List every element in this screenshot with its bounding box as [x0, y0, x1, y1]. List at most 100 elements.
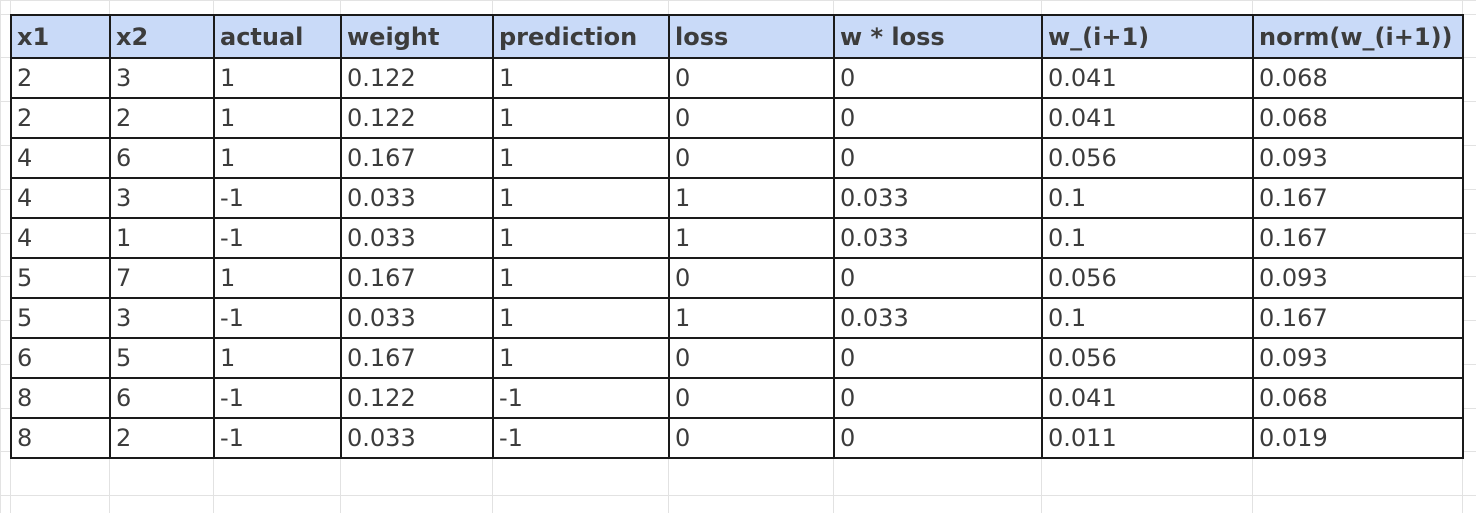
table-cell[interactable]: 0.1 — [1041, 177, 1254, 219]
table-cell[interactable]: 4 — [10, 137, 111, 179]
table-cell[interactable]: 0.033 — [340, 217, 494, 259]
table-cell[interactable]: 0.033 — [833, 177, 1043, 219]
table-cell[interactable]: 0.093 — [1252, 137, 1464, 179]
table-cell[interactable]: 0.033 — [340, 177, 494, 219]
header-cell-x1[interactable]: x1 — [10, 14, 111, 59]
table-cell[interactable]: 1 — [213, 337, 342, 379]
table-cell[interactable]: 2 — [109, 97, 215, 139]
table-cell[interactable]: 1 — [213, 257, 342, 299]
table-cell[interactable]: 0.167 — [340, 337, 494, 379]
table-cell[interactable]: 0.167 — [340, 257, 494, 299]
table-cell[interactable]: 0 — [833, 257, 1043, 299]
table-cell[interactable]: 0 — [668, 257, 835, 299]
table-cell[interactable]: 5 — [10, 257, 111, 299]
table-cell[interactable]: 1 — [668, 217, 835, 259]
table-cell[interactable]: 0.093 — [1252, 337, 1464, 379]
table-cell[interactable]: 3 — [109, 57, 215, 99]
table-cell[interactable]: 0 — [833, 137, 1043, 179]
table-cell[interactable]: 0.122 — [340, 97, 494, 139]
table-cell[interactable]: -1 — [492, 417, 670, 459]
header-cell-loss[interactable]: loss — [668, 14, 835, 59]
table-cell[interactable]: 0.056 — [1041, 257, 1254, 299]
table-cell[interactable]: 0.068 — [1252, 377, 1464, 419]
table-cell[interactable]: 4 — [10, 217, 111, 259]
table-cell[interactable]: 1 — [492, 337, 670, 379]
table-cell[interactable]: -1 — [213, 177, 342, 219]
table-cell[interactable]: 0 — [668, 57, 835, 99]
table-cell[interactable]: 0.068 — [1252, 97, 1464, 139]
table-cell[interactable]: 6 — [109, 377, 215, 419]
table-cell[interactable]: 3 — [109, 177, 215, 219]
table-cell[interactable]: 5 — [10, 297, 111, 339]
table-cell[interactable]: 8 — [10, 417, 111, 459]
table-cell[interactable]: 3 — [109, 297, 215, 339]
table-cell[interactable]: 7 — [109, 257, 215, 299]
table-cell[interactable]: 1 — [213, 97, 342, 139]
table-cell[interactable]: 0 — [668, 337, 835, 379]
table-cell[interactable]: 1 — [492, 97, 670, 139]
table-cell[interactable]: 5 — [109, 337, 215, 379]
table-cell[interactable]: 0.167 — [1252, 177, 1464, 219]
table-cell[interactable]: 2 — [10, 97, 111, 139]
table-cell[interactable]: 0.056 — [1041, 337, 1254, 379]
table-cell[interactable]: 0 — [833, 57, 1043, 99]
table-cell[interactable]: 1 — [213, 57, 342, 99]
table-cell[interactable]: 0.1 — [1041, 217, 1254, 259]
table-cell[interactable]: 1 — [492, 177, 670, 219]
table-cell[interactable]: 1 — [213, 137, 342, 179]
table-cell[interactable]: 0.033 — [340, 417, 494, 459]
table-cell[interactable]: 4 — [10, 177, 111, 219]
table-cell[interactable]: -1 — [213, 377, 342, 419]
table-cell[interactable]: 0 — [668, 377, 835, 419]
table-cell[interactable]: -1 — [213, 417, 342, 459]
table-cell[interactable]: 1 — [492, 257, 670, 299]
table-cell[interactable]: 0 — [833, 97, 1043, 139]
table-cell[interactable]: 0 — [668, 417, 835, 459]
table-cell[interactable]: 1 — [492, 297, 670, 339]
table-cell[interactable]: 0 — [833, 337, 1043, 379]
table-cell[interactable]: -1 — [213, 297, 342, 339]
table-cell[interactable]: 2 — [109, 417, 215, 459]
table-cell[interactable]: 1 — [492, 137, 670, 179]
table-cell[interactable]: 0.056 — [1041, 137, 1254, 179]
table-cell[interactable]: 0.068 — [1252, 57, 1464, 99]
table-cell[interactable]: 1 — [668, 297, 835, 339]
table-cell[interactable]: 0.167 — [340, 137, 494, 179]
header-cell-norm-w-next[interactable]: norm(w_(i+1)) — [1252, 14, 1464, 59]
table-cell[interactable]: 0.041 — [1041, 377, 1254, 419]
data-table: x1 x2 actual weight prediction loss w * … — [10, 14, 1464, 459]
header-cell-x2[interactable]: x2 — [109, 14, 215, 59]
table-cell[interactable]: 8 — [10, 377, 111, 419]
table-cell[interactable]: 0.122 — [340, 57, 494, 99]
table-cell[interactable]: 0.1 — [1041, 297, 1254, 339]
table-cell[interactable]: -1 — [213, 217, 342, 259]
header-cell-weight[interactable]: weight — [340, 14, 494, 59]
table-cell[interactable]: 0.167 — [1252, 217, 1464, 259]
table-cell[interactable]: -1 — [492, 377, 670, 419]
table-cell[interactable]: 6 — [109, 137, 215, 179]
header-cell-w-next[interactable]: w_(i+1) — [1041, 14, 1254, 59]
table-cell[interactable]: 1 — [492, 57, 670, 99]
table-cell[interactable]: 0.033 — [340, 297, 494, 339]
table-cell[interactable]: 0.033 — [833, 217, 1043, 259]
header-cell-prediction[interactable]: prediction — [492, 14, 670, 59]
table-cell[interactable]: 1 — [109, 217, 215, 259]
table-cell[interactable]: 1 — [492, 217, 670, 259]
table-cell[interactable]: 1 — [668, 177, 835, 219]
table-cell[interactable]: 0.011 — [1041, 417, 1254, 459]
header-cell-w-loss[interactable]: w * loss — [833, 14, 1043, 59]
table-cell[interactable]: 0.093 — [1252, 257, 1464, 299]
table-cell[interactable]: 0.033 — [833, 297, 1043, 339]
table-cell[interactable]: 0.122 — [340, 377, 494, 419]
table-cell[interactable]: 6 — [10, 337, 111, 379]
table-cell[interactable]: 0 — [668, 137, 835, 179]
table-cell[interactable]: 0 — [833, 417, 1043, 459]
table-cell[interactable]: 0.019 — [1252, 417, 1464, 459]
header-cell-actual[interactable]: actual — [213, 14, 342, 59]
table-cell[interactable]: 0.041 — [1041, 97, 1254, 139]
table-cell[interactable]: 0.041 — [1041, 57, 1254, 99]
table-cell[interactable]: 0.167 — [1252, 297, 1464, 339]
table-cell[interactable]: 0 — [668, 97, 835, 139]
table-cell[interactable]: 0 — [833, 377, 1043, 419]
table-cell[interactable]: 2 — [10, 57, 111, 99]
